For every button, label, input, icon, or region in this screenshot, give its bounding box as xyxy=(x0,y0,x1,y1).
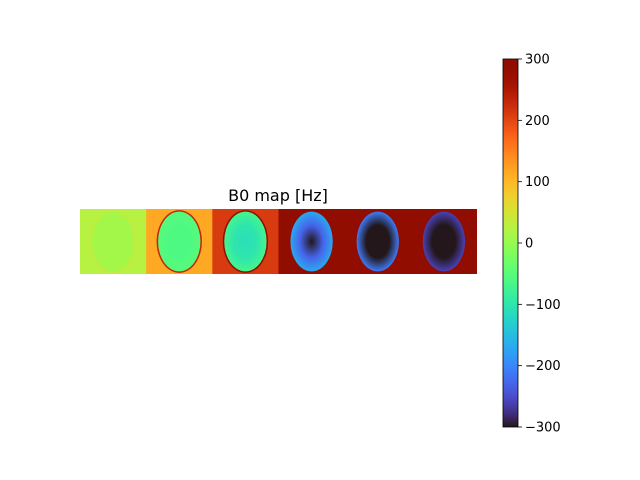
chart-title: B0 map [Hz] xyxy=(228,186,328,205)
phantom-interior xyxy=(356,211,399,272)
b0-map-panels xyxy=(80,209,477,274)
b0-panel-1 xyxy=(80,209,147,274)
colorbar-fill xyxy=(503,59,518,427)
colorbar-ticks: 300 200 100 0 −100 −200 −300 xyxy=(518,53,561,436)
phantom-interior xyxy=(158,211,201,272)
colorbar-tick-label: −200 xyxy=(525,359,561,374)
phantom-interior xyxy=(422,211,466,272)
colorbar-tick-label: −100 xyxy=(525,298,561,313)
b0-panel-5 xyxy=(344,209,412,274)
colorbar-tick-label: 100 xyxy=(525,175,550,190)
colorbar-tick-label: −300 xyxy=(525,421,561,436)
b0-panel-4 xyxy=(278,209,346,274)
b0-panel-2 xyxy=(146,209,213,274)
b0-panel-3 xyxy=(212,209,279,274)
phantom-interior xyxy=(91,211,135,272)
phantom-interior xyxy=(290,211,333,272)
phantom-interior xyxy=(224,211,267,272)
colorbar-tick-label: 300 xyxy=(525,53,550,68)
colorbar: 300 200 100 0 −100 −200 −300 xyxy=(502,53,561,436)
colorbar-tick-label: 0 xyxy=(525,237,533,252)
b0-panel-6 xyxy=(410,209,477,274)
colorbar-tick-label: 200 xyxy=(525,114,550,129)
